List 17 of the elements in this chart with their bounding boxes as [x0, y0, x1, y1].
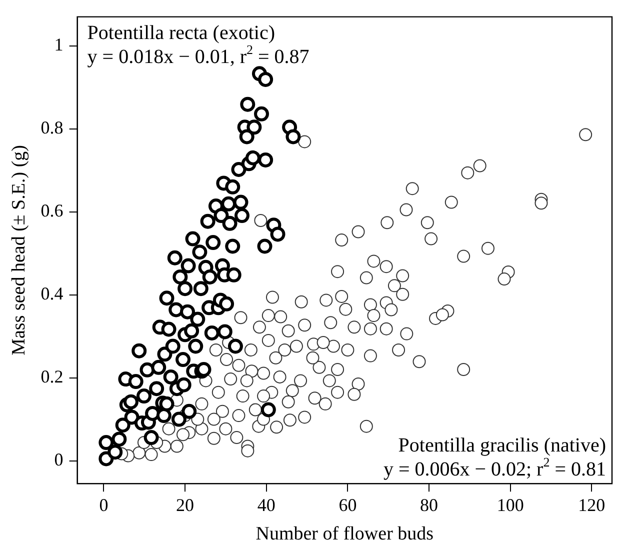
x-tick-label: 0: [99, 495, 108, 516]
y-tick-label: 0.8: [40, 118, 64, 138]
x-tick-label: 100: [496, 495, 524, 516]
x-tick-label: 20: [176, 495, 194, 516]
y-tick-label: 0: [54, 450, 64, 470]
annotation: Potentilla gracilis (native): [398, 434, 606, 457]
x-axis-title: Number of flower buds: [256, 524, 434, 545]
x-tick-label: 40: [257, 495, 276, 516]
y-tick-label: 1: [54, 34, 64, 55]
x-tick-label: 80: [420, 495, 438, 516]
y-tick-label: 0.4: [40, 284, 64, 304]
y-tick-label: 0.6: [40, 200, 64, 221]
x-tick-label: 60: [338, 495, 357, 516]
x-tick-label: 120: [578, 495, 606, 516]
annotation: Potentilla recta (exotic): [87, 22, 276, 44]
y-tick-label: 0.2: [40, 366, 64, 387]
y-axis-title: Mass seed head (± S.E.) (g): [8, 144, 30, 356]
